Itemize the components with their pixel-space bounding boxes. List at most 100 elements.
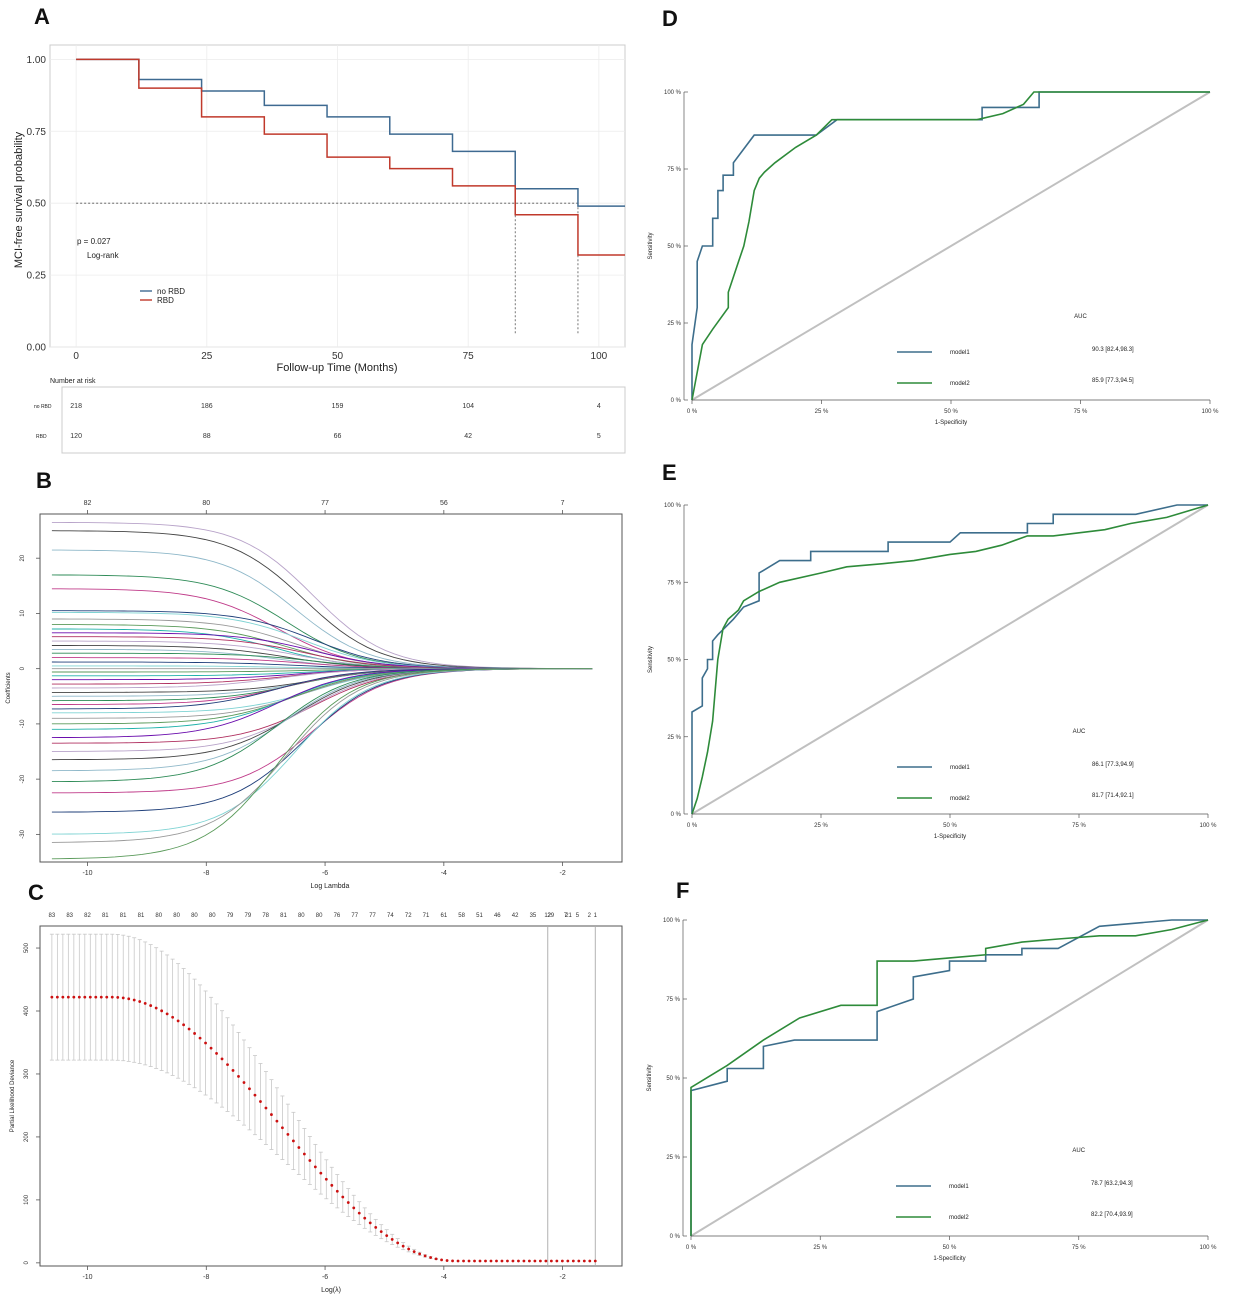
c-deviance-point [566,1259,570,1263]
c-deviance-point [429,1256,433,1259]
panel-a-survival: 0.00 0.25 0.50 0.75 1.00 0 25 50 75 100 MCI-free… [13,44,626,454]
c-deviance-point [352,1206,356,1210]
roc-y-tick-label: 50 % [667,658,681,664]
panel-c-points [50,995,597,1263]
c-deviance-point [149,1004,153,1007]
c-deviance-point [500,1259,504,1263]
c-deviance-point [110,995,114,999]
b-x-tick-label: -2 [559,870,565,877]
roc-x-tick-label: 100 % [1201,409,1219,415]
c-top-tick-label: 81 [102,913,109,919]
c-deviance-point [209,1046,213,1050]
panel-a-ylabel: MCI-free survival probability [13,131,25,268]
c-deviance-point [55,995,59,999]
c-deviance-point [582,1259,586,1263]
roc-xlabel: 1-Specificity [935,420,967,426]
roc-curve-model1-f [690,919,1208,1236]
c-deviance-point [593,1259,597,1263]
panel-a-test-name: Log-rank [87,251,120,260]
c-top-tick-label: 58 [458,913,465,919]
roc-curve-model2-f [690,919,1209,1236]
c-deviance-point [390,1238,394,1241]
c-x-tick-label: -8 [203,1274,209,1281]
c-top-tick-label: 80 [155,913,162,919]
roc-xlabel: 1-Specificity [933,1256,965,1262]
c-deviance-point [412,1250,416,1253]
c-top-tick-label: 80 [209,913,216,919]
c-top-tick-label: 7 [564,913,568,919]
c-deviance-point [544,1259,548,1263]
c-deviance-point [462,1259,465,1263]
roc-curve-model1-e [691,504,1208,814]
c-top-tick-label: 81 [138,913,145,919]
roc-legend-label-model2: model2 [949,1215,969,1221]
roc-auc-title: AUC [1072,1148,1085,1154]
c-deviance-point [528,1259,531,1263]
c-deviance-point [270,1113,273,1116]
c-deviance-point [171,1015,175,1019]
panel-a-grid [50,45,625,348]
panel-c-xlabel: Log(λ) [321,1287,341,1294]
c-deviance-point [538,1259,542,1263]
a-y-tick-label: 0.25 [27,271,47,282]
risk-value: 159 [332,403,344,410]
risk-value: 4 [597,403,601,410]
c-deviance-point [231,1069,235,1072]
b-x-tick-label: -6 [322,870,328,877]
c-deviance-point [154,1006,158,1010]
panel-a-xlabel: Follow-up Time (Months) [276,362,397,374]
roc-y-tick-label: 25 % [667,321,681,327]
risk-value: 88 [203,433,211,440]
c-top-tick-label: 71 [423,913,430,919]
c-deviance-point [132,998,136,1002]
c-top-tick-label: 12 [544,913,551,919]
b-y-tick-label: -30 [20,829,26,838]
roc-x-tick-label: 50 % [943,823,957,829]
c-top-tick-label: 51 [476,913,483,919]
roc-x-tick-label: 25 % [814,823,828,829]
roc-ylabel: Sensitivity [648,232,654,259]
c-deviance-point [374,1225,378,1229]
c-deviance-point [533,1259,537,1263]
c-deviance-point [226,1063,229,1067]
c-deviance-point [517,1259,520,1263]
c-deviance-point [478,1259,482,1263]
c-top-tick-label: 5 [576,913,580,919]
c-deviance-point [242,1081,246,1084]
a-y-tick-label: 1.00 [27,55,47,66]
risk-table-title: Number at risk [50,378,96,385]
legend-label-no-rbd: no RBD [157,287,185,296]
risk-value: 66 [334,433,342,440]
c-deviance-point [571,1259,575,1263]
roc-curve-model2-e [691,504,1209,815]
panel-a-y-ticks: 0.00 0.25 0.50 0.75 1.00 [27,55,47,354]
c-top-tick-label: 78 [262,913,269,919]
c-deviance-point [511,1259,515,1263]
roc-x-tick-label: 50 % [944,409,958,415]
b-x-tick-label: -10 [82,870,92,877]
c-deviance-point [319,1171,323,1175]
roc-legend-auc-model1: 86.1 [77.3,94.9] [1092,762,1134,768]
roc-y-tick-label: 100 % [664,503,682,509]
a-series-line-rbd [76,58,625,256]
c-deviance-point [341,1195,345,1199]
c-top-tick-label: 77 [369,913,376,919]
roc-legend-auc-model2: 81.7 [71.4,92.1] [1092,793,1134,799]
a-y-tick-label: 0.00 [27,343,47,354]
a-x-tick-label: 0 [73,351,79,362]
c-deviance-point [302,1152,306,1156]
panel-b-ticks: -10 82 -8 80 -6 77 -4 56 -2 7 -30 -20 -10 0 10 20 [20,500,566,877]
b-y-tick-label: -10 [20,719,26,728]
c-deviance-point [473,1259,476,1263]
c-deviance-point [401,1244,405,1248]
panel-e-roc: 0 % 0 % 25 % 25 % 50 % 50 % 75 % 75 % 100 % 100 %… [648,503,1217,840]
c-deviance-point [143,1002,147,1005]
c-deviance-point [138,1000,142,1003]
c-deviance-point [357,1211,361,1215]
panel-letter-c: C [28,880,44,905]
c-deviance-point [560,1259,564,1263]
c-deviance-point [346,1201,350,1204]
c-deviance-point [335,1189,339,1193]
roc-ylabel: Sensitivity [648,646,654,673]
panel-letter-e: E [662,460,677,485]
